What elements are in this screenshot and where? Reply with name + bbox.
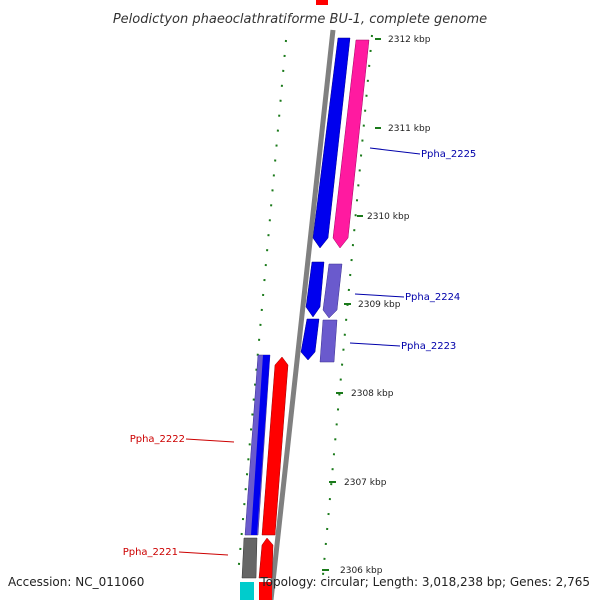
gene-ppha-2221[interactable] (241, 537, 274, 579)
gene-ppha-2222[interactable] (244, 354, 289, 536)
tick-2311: 2311 kbp (375, 124, 431, 134)
tick-label-2306: 2306 kbp (340, 566, 383, 576)
label-ppha-2221[interactable]: Ppha_2221 (123, 547, 229, 558)
reverse-guide-dots (237, 39, 287, 576)
gene-label-ppha-2223[interactable]: Ppha_2223 (401, 341, 456, 352)
gene-label-ppha-2222[interactable]: Ppha_2222 (130, 434, 185, 445)
tick-label-2311: 2311 kbp (388, 124, 431, 134)
gene-ppha-2221-cds-block[interactable] (241, 537, 258, 579)
reverse-gene-bottom-fragment[interactable] (259, 582, 272, 600)
gene-ppha-2221-gene-arrow[interactable] (258, 537, 274, 579)
gene-ppha-2222-gene-arrow[interactable] (261, 356, 289, 536)
topology-text: Topology: circular; Length: 3,018,238 bp… (259, 575, 590, 589)
label-ppha-2224[interactable]: Ppha_2224 (354, 292, 460, 303)
gene-ppha-2224[interactable] (305, 261, 343, 319)
gene-ppha-2223[interactable] (300, 318, 338, 363)
tick-label-2309: 2309 kbp (358, 300, 401, 310)
gene-ppha-2225-gene-arrow[interactable] (312, 37, 351, 249)
tick-label-2312: 2312 kbp (388, 35, 431, 45)
gene-label-ppha-2224[interactable]: Ppha_2224 (405, 292, 460, 303)
tick-label-2310: 2310 kbp (367, 212, 410, 222)
tick-2310: 2310 kbp (357, 212, 410, 222)
tick-2312: 2312 kbp (375, 35, 431, 45)
rna-gene-fragment[interactable] (240, 582, 254, 600)
tick-2307: 2307 kbp (329, 478, 387, 488)
label-ppha-2223[interactable]: Ppha_2223 (349, 341, 456, 352)
tick-2306: 2306 kbp (322, 566, 383, 576)
gene-ppha-2225-cds-arrow[interactable] (332, 39, 370, 249)
tick-label-2308: 2308 kbp (351, 389, 394, 399)
tick-2309: 2309 kbp (344, 300, 401, 310)
gene-label-ppha-2221[interactable]: Ppha_2221 (123, 547, 178, 558)
tick-2308: 2308 kbp (336, 389, 394, 399)
accession-text: Accession: NC_011060 (8, 575, 144, 589)
gene-ppha-2225[interactable] (312, 37, 370, 249)
gene-label-ppha-2225[interactable]: Ppha_2225 (421, 149, 476, 160)
map-title: Pelodictyon phaeoclathratiforme BU-1, co… (113, 12, 487, 27)
gene-ppha-2224-gene-arrow[interactable] (305, 261, 325, 318)
label-ppha-2225[interactable]: Ppha_2225 (369, 147, 476, 160)
reverse-gene-top-fragment[interactable] (316, 0, 328, 5)
gene-ppha-2223-cds-arrow[interactable] (319, 319, 338, 363)
genome-backbone (268, 29, 336, 600)
gene-ppha-2223-gene-arrow[interactable] (300, 318, 320, 361)
gene-ppha-2224-cds-arrow[interactable] (322, 263, 343, 319)
label-ppha-2222[interactable]: Ppha_2222 (130, 434, 235, 445)
gene-ppha-2222-gene-strip[interactable] (251, 355, 270, 535)
tick-label-2307: 2307 kbp (344, 478, 387, 488)
